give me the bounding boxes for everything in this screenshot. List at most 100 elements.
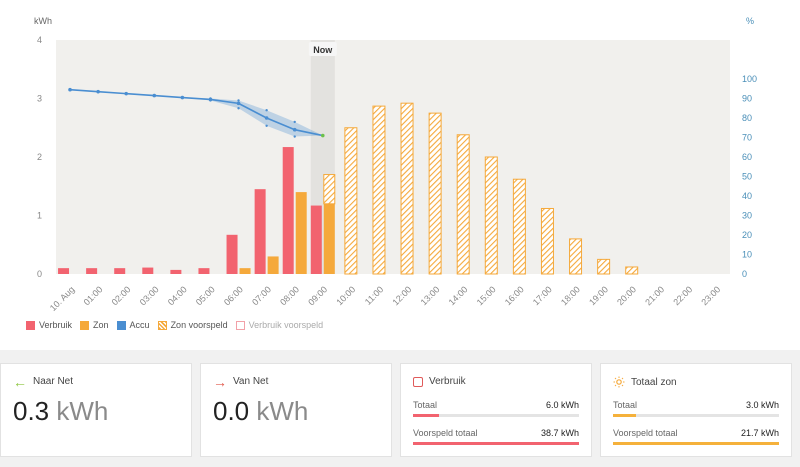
accu-point — [68, 87, 72, 92]
verbruik-voorspeld-track — [413, 442, 579, 445]
verbruik-bar — [170, 269, 182, 274]
verbruik-totaal-bar — [413, 414, 439, 417]
verbruik-totaal-track — [413, 414, 579, 417]
accu-line — [69, 88, 323, 137]
chart-legend: Verbruik Zon Accu Zon voorspeld Verbruik… — [26, 320, 323, 330]
accu-band-lower-point — [237, 107, 240, 110]
x-tick-label: 10:00 — [334, 284, 357, 307]
y-right-tick: 100 — [742, 74, 757, 84]
socket-icon — [413, 376, 423, 387]
verbruik-voorspeld-value: 38.7 kWh — [540, 428, 579, 438]
now-label-box — [308, 42, 337, 56]
zon-voorspeld-bar — [372, 105, 386, 275]
naar-net-number: 0.3 — [13, 396, 50, 426]
x-tick-label: 14:00 — [447, 284, 470, 307]
y-right-tick: 60 — [742, 152, 752, 162]
naar-net-title: ← Naar Net — [13, 373, 73, 390]
zon-totaal-bar — [613, 414, 637, 417]
y-left-tick: 3 — [37, 94, 42, 104]
accu-band-lower-point — [265, 124, 268, 128]
zon-voorspeld-bar — [456, 134, 470, 275]
verbruik-bar — [282, 147, 294, 274]
accu-point — [320, 133, 325, 138]
x-tick-label: 12:00 — [390, 284, 413, 307]
y-right-tick: 50 — [742, 172, 752, 182]
zon-voorspeld-bar — [512, 178, 526, 275]
accu-band-lower-point — [209, 99, 212, 102]
accu-point — [124, 91, 129, 96]
zon-totaal-value: 3.0 kWh — [745, 400, 779, 410]
naar-net-card: ← Naar Net 0.3 kWh — [0, 363, 192, 457]
sun-icon — [613, 376, 625, 388]
accu-band-upper-point — [237, 99, 240, 102]
x-tick-label: 22:00 — [671, 284, 694, 307]
verbruik-bar — [310, 205, 322, 274]
zon-bar — [323, 203, 335, 274]
y-right-tick: 20 — [742, 230, 752, 240]
x-tick-label: 08:00 — [278, 284, 301, 307]
legend-label-accu: Accu — [129, 320, 150, 330]
now-label: Now — [313, 45, 333, 55]
accu-point — [236, 101, 241, 106]
zon-totaal-label: Totaal — [613, 400, 638, 410]
y-right-tick: 10 — [742, 250, 752, 260]
verbruik-totaal-value: 6.0 kWh — [545, 400, 579, 410]
legend-verbruik[interactable]: Verbruik — [26, 320, 72, 330]
totaal-zon-title: Totaal zon — [613, 376, 677, 388]
zon-bar — [239, 268, 251, 274]
legend-zon-voorspeld[interactable]: Zon voorspeld — [157, 320, 228, 330]
zon-bar — [267, 256, 279, 274]
zon-voorspeld-bar — [400, 102, 414, 275]
legend-zon[interactable]: Zon — [80, 320, 109, 330]
verbruik-totaal-label: Totaal — [413, 400, 438, 410]
y-left-axis-label: kWh — [34, 16, 52, 26]
y-right-tick: 80 — [742, 113, 752, 123]
legend-swatch-zon-voorspeld — [157, 320, 167, 330]
y-left-tick: 4 — [37, 35, 42, 45]
accu-point — [180, 95, 185, 100]
y-left-tick: 0 — [37, 269, 42, 279]
zon-voorspeld-bar — [540, 207, 554, 275]
y-right-tick: 70 — [742, 133, 752, 143]
x-tick-label: 09:00 — [306, 284, 329, 307]
energy-chart-card: Now kWh% 0 1 2 3 4 0 10 20 30 40 50 60 70 80 90 100 10. Au… — [0, 0, 800, 350]
verbruik-bar — [86, 268, 98, 274]
legend-accu[interactable]: Accu — [116, 320, 150, 330]
van-net-unit: kWh — [256, 396, 309, 426]
x-tick-label: 06:00 — [222, 284, 245, 307]
zon-voorspeld-bar — [569, 238, 583, 275]
zon-voorspeld-bar — [484, 156, 498, 275]
naar-net-value: 0.3 kWh — [13, 396, 108, 427]
x-tick-label: 19:00 — [587, 284, 610, 307]
totaal-zon-title-text: Totaal zon — [631, 376, 677, 388]
y-right-axis-label: % — [746, 16, 754, 26]
accu-point — [152, 93, 157, 98]
accu-point — [96, 89, 100, 94]
accu-band-upper-point — [209, 97, 212, 100]
accu-band — [70, 89, 323, 137]
x-tick-label: 21:00 — [643, 284, 666, 307]
legend-verbruik-voorspeld[interactable]: Verbruik voorspeld — [235, 320, 323, 330]
van-net-title-text: Van Net — [233, 376, 269, 387]
zon-voorspeld-value: 21.7 kWh — [740, 428, 779, 438]
x-tick-label: 18:00 — [559, 284, 582, 307]
verbruik-bar — [114, 268, 126, 274]
verbruik-bar — [142, 267, 154, 274]
accu-band-lower-point — [293, 135, 296, 138]
zon-totaal-track — [613, 414, 779, 417]
accu-band-upper-point — [265, 109, 268, 112]
verbruik-card: Verbruik Totaal 6.0 kWh Voorspeld totaal… — [400, 363, 592, 457]
x-tick-label: 05:00 — [194, 284, 217, 307]
x-tick-label: 16:00 — [503, 284, 526, 307]
arrow-left-icon: ← — [13, 373, 27, 390]
x-tick-label: 23:00 — [699, 284, 722, 307]
legend-swatch-verbruik — [26, 320, 35, 330]
legend-label-zon-voorspeld: Zon voorspeld — [170, 320, 228, 330]
legend-swatch-accu — [116, 320, 126, 330]
zon-voorspeld-bar — [613, 442, 779, 445]
y-left-tick: 2 — [37, 152, 42, 162]
x-tick-label: 04:00 — [166, 284, 189, 307]
x-tick-label: 20:00 — [615, 284, 638, 307]
zon-voorspeld-bar — [344, 127, 358, 275]
